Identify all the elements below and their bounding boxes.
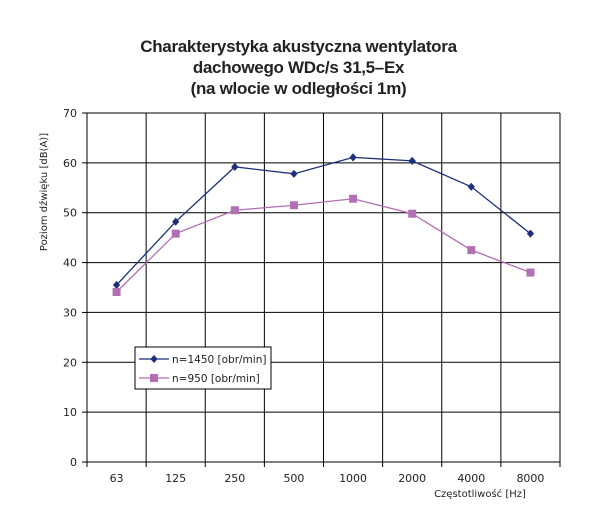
y-tick-label: 20	[63, 356, 77, 369]
data-point-marker	[290, 169, 298, 178]
data-point-marker	[231, 162, 239, 171]
data-point-marker	[172, 217, 180, 226]
series-line	[116, 198, 531, 293]
x-tick-label: 2000	[398, 472, 426, 485]
data-point-marker	[112, 280, 121, 290]
x-tick-label: 1000	[339, 472, 367, 485]
x-tick-label: 4000	[457, 472, 485, 485]
x-axis-label: Częstotliwość [Hz]	[434, 488, 526, 500]
legend-label: n=1450 [obr/min]	[172, 354, 266, 366]
data-point-marker	[526, 229, 535, 238]
x-tick-label: 500	[283, 472, 304, 485]
data-point-marker	[150, 354, 158, 364]
x-tick-label: 125	[165, 472, 186, 485]
chart-title-line-3: (na wlocie w odległości 1m)	[190, 79, 407, 98]
legend-label: n=950 [obr/min]	[172, 373, 260, 385]
y-tick-label: 60	[63, 157, 77, 170]
y-axis-label: Poziom dźwięku [dB(A)]	[38, 133, 50, 251]
chart-title-line-1: Charakterystyka akustyczna wentylatora	[140, 37, 457, 56]
data-point-marker	[289, 201, 298, 210]
y-tick-label: 50	[63, 207, 77, 220]
data-point-marker	[408, 156, 416, 165]
data-point-marker	[171, 229, 180, 238]
data-point-marker	[150, 374, 158, 382]
y-tick-label: 30	[63, 306, 77, 319]
data-point-marker	[526, 268, 535, 277]
y-tick-label: 40	[63, 257, 77, 270]
data-point-marker	[349, 153, 357, 162]
data-point-marker	[467, 246, 476, 255]
y-tick-label: 0	[70, 456, 77, 469]
data-point-marker	[349, 194, 358, 203]
data-point-marker	[467, 182, 475, 191]
data-point-marker	[230, 206, 239, 215]
y-tick-label: 10	[63, 406, 77, 419]
data-point-marker	[408, 209, 417, 218]
x-tick-label: 8000	[516, 472, 544, 485]
y-tick-label: 70	[63, 107, 77, 120]
x-tick-label: 250	[224, 472, 245, 485]
chart-title-line-2: dachowego WDc/s 31,5–Ex	[192, 58, 405, 77]
data-point-marker	[112, 287, 121, 296]
series-line	[116, 156, 531, 286]
x-tick-label: 63	[110, 472, 124, 485]
